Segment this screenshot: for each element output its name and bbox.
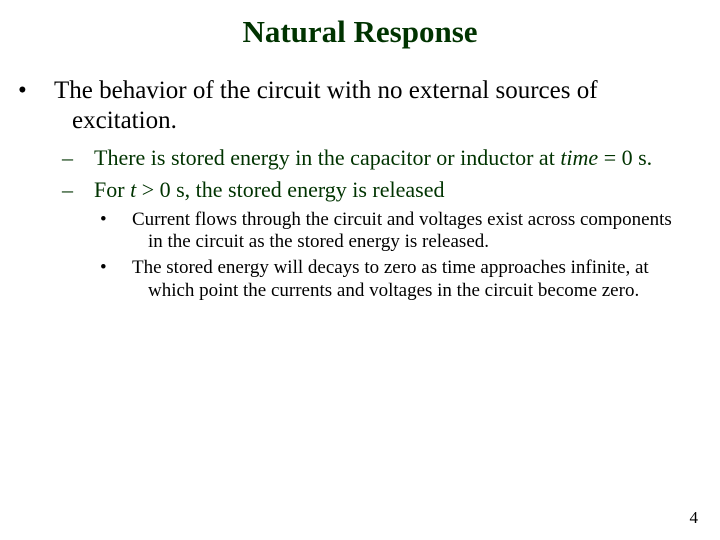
bullet-level2-text-b-pre: For: [94, 177, 130, 202]
bullet-level2-text-b-post: > 0 s, the stored energy is released: [136, 177, 444, 202]
bullet-dot-icon: •: [36, 76, 54, 106]
slide: Natural Response •The behavior of the ci…: [0, 0, 720, 540]
bullet-level3: •The stored energy will decays to zero a…: [132, 257, 684, 301]
italic-time: time: [560, 145, 598, 170]
bullet-level3: •Current flows through the circuit and v…: [132, 209, 684, 253]
bullet-level2: –For t > 0 s, the stored energy is relea…: [94, 177, 684, 203]
bullet-level2: –There is stored energy in the capacitor…: [94, 145, 684, 171]
page-number: 4: [690, 508, 699, 528]
bullet-dot-icon: •: [116, 257, 132, 279]
bullet-level1-text: The behavior of the circuit with no exte…: [54, 77, 598, 134]
bullet-dot-icon: •: [116, 209, 132, 231]
bullet-level2-text-a-pre: There is stored energy in the capacitor …: [94, 145, 560, 170]
bullet-level3-text-a: Current flows through the circuit and vo…: [132, 209, 672, 252]
bullet-level1: •The behavior of the circuit with no ext…: [54, 76, 684, 135]
bullet-dash-icon: –: [78, 145, 94, 171]
bullet-level3-text-b: The stored energy will decays to zero as…: [132, 257, 649, 300]
bullet-level2-text-a-post: = 0 s.: [598, 145, 652, 170]
slide-title: Natural Response: [36, 14, 684, 50]
bullet-dash-icon: –: [78, 177, 94, 203]
